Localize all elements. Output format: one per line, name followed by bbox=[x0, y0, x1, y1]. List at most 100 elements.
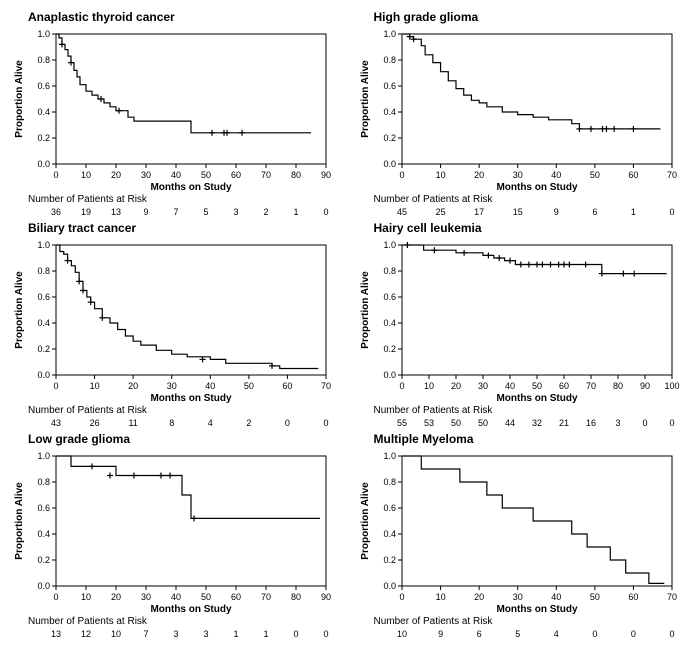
svg-text:10: 10 bbox=[90, 381, 100, 391]
svg-text:Proportion Alive: Proportion Alive bbox=[14, 482, 25, 560]
svg-text:21: 21 bbox=[558, 418, 568, 428]
svg-text:25: 25 bbox=[435, 207, 445, 217]
svg-text:32: 32 bbox=[531, 418, 541, 428]
panel-title: Anaplastic thyroid cancer bbox=[28, 10, 354, 24]
svg-text:Months on Study: Months on Study bbox=[496, 604, 578, 614]
svg-text:0.2: 0.2 bbox=[383, 344, 396, 354]
svg-text:10: 10 bbox=[81, 170, 91, 180]
svg-text:43: 43 bbox=[51, 418, 61, 428]
svg-text:90: 90 bbox=[639, 381, 649, 391]
svg-text:16: 16 bbox=[585, 418, 595, 428]
svg-text:5: 5 bbox=[515, 629, 520, 639]
svg-text:0.4: 0.4 bbox=[37, 529, 50, 539]
risk-row: 452517159610 bbox=[354, 205, 684, 219]
svg-text:50: 50 bbox=[201, 592, 211, 602]
svg-text:7: 7 bbox=[173, 207, 178, 217]
km-panel: Multiple Myeloma0.00.20.40.60.81.0010203… bbox=[354, 430, 691, 641]
risk-header: Number of Patients at Risk bbox=[374, 194, 691, 205]
svg-text:0.2: 0.2 bbox=[383, 555, 396, 565]
svg-text:55: 55 bbox=[396, 418, 406, 428]
risk-header: Number of Patients at Risk bbox=[28, 405, 354, 416]
svg-text:60: 60 bbox=[558, 381, 568, 391]
risk-row: 43261184200 bbox=[8, 416, 338, 430]
svg-text:0: 0 bbox=[669, 418, 674, 428]
svg-text:50: 50 bbox=[450, 418, 460, 428]
svg-text:13: 13 bbox=[111, 207, 121, 217]
svg-text:40: 40 bbox=[171, 170, 181, 180]
svg-text:0.4: 0.4 bbox=[37, 318, 50, 328]
km-panel: Anaplastic thyroid cancer0.00.20.40.60.8… bbox=[8, 8, 354, 219]
risk-header: Number of Patients at Risk bbox=[28, 616, 354, 627]
svg-text:9: 9 bbox=[553, 207, 558, 217]
svg-text:0.0: 0.0 bbox=[383, 159, 396, 169]
panel-title: High grade glioma bbox=[374, 10, 691, 24]
km-plot: 0.00.20.40.60.81.0010203040506070Proport… bbox=[354, 24, 684, 192]
svg-text:3: 3 bbox=[173, 629, 178, 639]
svg-text:0: 0 bbox=[53, 592, 58, 602]
svg-text:90: 90 bbox=[321, 170, 331, 180]
km-plot: 0.00.20.40.60.81.0010203040506070Proport… bbox=[8, 235, 338, 403]
svg-text:0.8: 0.8 bbox=[383, 55, 396, 65]
svg-text:Months on Study: Months on Study bbox=[496, 393, 578, 403]
svg-text:40: 40 bbox=[171, 592, 181, 602]
svg-text:17: 17 bbox=[474, 207, 484, 217]
svg-text:0.4: 0.4 bbox=[383, 107, 396, 117]
svg-text:0.8: 0.8 bbox=[383, 477, 396, 487]
svg-text:40: 40 bbox=[504, 381, 514, 391]
km-panel: Low grade glioma0.00.20.40.60.81.0010203… bbox=[8, 430, 354, 641]
svg-text:0: 0 bbox=[642, 418, 647, 428]
svg-text:0.0: 0.0 bbox=[37, 370, 50, 380]
risk-row: 5553505044322116300 bbox=[354, 416, 684, 430]
svg-text:0.2: 0.2 bbox=[383, 133, 396, 143]
svg-text:0.8: 0.8 bbox=[37, 266, 50, 276]
svg-text:19: 19 bbox=[81, 207, 91, 217]
svg-text:30: 30 bbox=[141, 592, 151, 602]
km-panel: Hairy cell leukemia0.00.20.40.60.81.0010… bbox=[354, 219, 691, 430]
svg-text:44: 44 bbox=[504, 418, 514, 428]
svg-text:9: 9 bbox=[438, 629, 443, 639]
svg-text:80: 80 bbox=[291, 592, 301, 602]
svg-text:0.0: 0.0 bbox=[383, 370, 396, 380]
svg-text:0: 0 bbox=[285, 418, 290, 428]
panel-title: Low grade glioma bbox=[28, 432, 354, 446]
svg-text:0.6: 0.6 bbox=[383, 503, 396, 513]
svg-text:30: 30 bbox=[512, 592, 522, 602]
svg-text:0: 0 bbox=[53, 170, 58, 180]
svg-text:10: 10 bbox=[81, 592, 91, 602]
svg-text:26: 26 bbox=[90, 418, 100, 428]
svg-text:0.2: 0.2 bbox=[37, 344, 50, 354]
km-plot: 0.00.20.40.60.81.0010203040506070Proport… bbox=[354, 446, 684, 614]
svg-text:70: 70 bbox=[585, 381, 595, 391]
svg-text:3: 3 bbox=[203, 629, 208, 639]
svg-text:Proportion Alive: Proportion Alive bbox=[360, 271, 371, 349]
svg-text:0.0: 0.0 bbox=[383, 581, 396, 591]
panel-title: Multiple Myeloma bbox=[374, 432, 691, 446]
svg-text:60: 60 bbox=[628, 170, 638, 180]
svg-text:0: 0 bbox=[399, 170, 404, 180]
svg-text:30: 30 bbox=[141, 170, 151, 180]
svg-text:0: 0 bbox=[630, 629, 635, 639]
svg-text:0.2: 0.2 bbox=[37, 555, 50, 565]
svg-text:Proportion Alive: Proportion Alive bbox=[14, 271, 25, 349]
svg-text:100: 100 bbox=[664, 381, 679, 391]
svg-text:0.4: 0.4 bbox=[383, 529, 396, 539]
svg-text:9: 9 bbox=[143, 207, 148, 217]
svg-text:1: 1 bbox=[233, 629, 238, 639]
svg-text:0.0: 0.0 bbox=[37, 159, 50, 169]
km-panel: Biliary tract cancer0.00.20.40.60.81.001… bbox=[8, 219, 354, 430]
svg-text:2: 2 bbox=[246, 418, 251, 428]
svg-text:30: 30 bbox=[477, 381, 487, 391]
svg-text:50: 50 bbox=[589, 592, 599, 602]
svg-text:60: 60 bbox=[231, 592, 241, 602]
svg-text:6: 6 bbox=[476, 629, 481, 639]
svg-text:0: 0 bbox=[323, 629, 328, 639]
svg-text:1.0: 1.0 bbox=[37, 240, 50, 250]
svg-text:50: 50 bbox=[244, 381, 254, 391]
svg-text:50: 50 bbox=[589, 170, 599, 180]
km-plot: 0.00.20.40.60.81.00102030405060708090Pro… bbox=[8, 24, 338, 192]
svg-text:20: 20 bbox=[128, 381, 138, 391]
svg-text:20: 20 bbox=[111, 170, 121, 180]
svg-text:8: 8 bbox=[169, 418, 174, 428]
svg-text:6: 6 bbox=[592, 207, 597, 217]
svg-text:0: 0 bbox=[323, 207, 328, 217]
